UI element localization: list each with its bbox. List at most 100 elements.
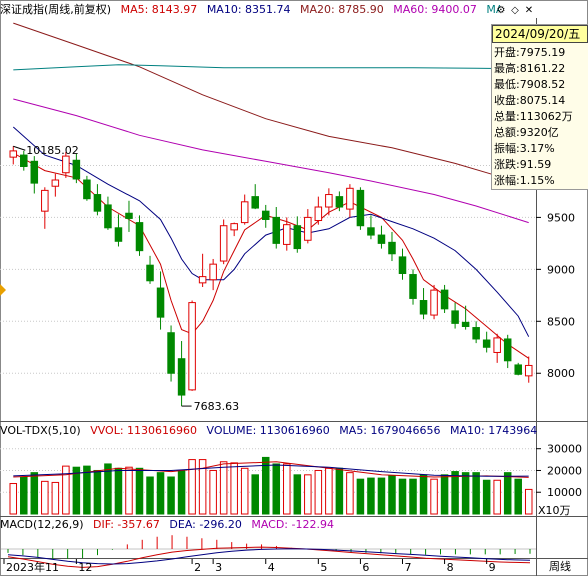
info-panel: 2024/09/20/五 开盘:7975.19 最高:8161.22 最低:7908… bbox=[491, 24, 588, 190]
macd-title: MACD(12,26,9) bbox=[0, 518, 84, 531]
volume-bar bbox=[461, 472, 470, 515]
candle-body bbox=[367, 227, 375, 236]
volume-bar bbox=[293, 474, 302, 515]
vvol-legend: VVOL: 1130616960 bbox=[90, 424, 198, 437]
candle-body bbox=[104, 204, 112, 229]
volume-bar bbox=[409, 478, 417, 515]
diamond-icon[interactable]: ◇ bbox=[511, 5, 519, 16]
candle bbox=[388, 231, 396, 262]
candle bbox=[198, 253, 207, 288]
candle-body bbox=[114, 227, 123, 242]
candle bbox=[41, 187, 49, 229]
candle-body bbox=[314, 206, 323, 222]
candle-body bbox=[356, 189, 365, 227]
volume-bar bbox=[188, 459, 196, 515]
candle-body bbox=[482, 339, 491, 348]
volume-bar bbox=[20, 476, 28, 515]
candle-body bbox=[125, 212, 133, 219]
candle-body bbox=[283, 224, 291, 245]
volume-bar bbox=[524, 488, 533, 515]
period-label[interactable]: 周线 bbox=[549, 560, 571, 573]
candle-body bbox=[9, 150, 18, 158]
x-tick-label: 7 bbox=[405, 561, 412, 574]
candle-body bbox=[514, 364, 522, 375]
volume-bar bbox=[83, 465, 91, 515]
candle-body bbox=[20, 154, 28, 167]
info-line: 收盘:8075.14 bbox=[494, 94, 566, 107]
volume-bar bbox=[30, 472, 39, 515]
volume-bar bbox=[198, 459, 207, 515]
x-tick-label: 9 bbox=[489, 561, 496, 574]
candle-body bbox=[388, 241, 396, 255]
candle-body bbox=[219, 225, 228, 262]
candle-body bbox=[524, 364, 533, 377]
candle-body bbox=[188, 302, 196, 391]
candle bbox=[51, 173, 60, 197]
high-annotation: 10185.02 bbox=[26, 144, 79, 157]
candle bbox=[125, 200, 133, 232]
candle bbox=[272, 207, 281, 249]
macd-line-dif bbox=[7, 546, 531, 568]
volume-legend-value: VOLUME: 1130616960 bbox=[206, 424, 330, 437]
candle bbox=[493, 333, 501, 363]
volume-bar bbox=[493, 479, 501, 515]
candle-body bbox=[230, 223, 238, 231]
candle bbox=[135, 215, 144, 256]
candle-body bbox=[335, 196, 344, 208]
x-tick-label: 6 bbox=[362, 561, 369, 574]
candle-body bbox=[451, 310, 459, 324]
volume-bar bbox=[377, 477, 386, 515]
volume-bar bbox=[51, 481, 60, 515]
x-tick-label: 5 bbox=[320, 561, 327, 574]
volume-bar bbox=[156, 472, 165, 515]
info-line: 总量:113062万 bbox=[494, 110, 573, 123]
high-marker-line bbox=[13, 145, 26, 151]
candle bbox=[261, 204, 270, 228]
volume-bar bbox=[440, 474, 449, 515]
info-line: 最高:8161.22 bbox=[494, 62, 566, 75]
low-annotation: 7683.63 bbox=[194, 400, 240, 413]
volume-bar bbox=[62, 465, 70, 515]
candle bbox=[514, 362, 522, 376]
x-tick-label: 4 bbox=[268, 561, 275, 574]
candle bbox=[251, 184, 259, 210]
candle bbox=[419, 288, 428, 320]
candle-body bbox=[83, 179, 91, 200]
dea-legend: DEA: -296.20 bbox=[169, 518, 242, 531]
y-tick-label: 9500 bbox=[547, 211, 575, 224]
x-tick-label: 2 bbox=[194, 561, 201, 574]
candle bbox=[524, 356, 533, 383]
macd-value-legend: MACD: -122.94 bbox=[251, 518, 334, 531]
candle-body bbox=[293, 225, 302, 250]
ma60-legend: MA60: 9400.07 bbox=[393, 3, 477, 16]
volume-bar bbox=[451, 471, 459, 515]
volume-bar bbox=[419, 474, 428, 515]
candle-body bbox=[493, 337, 501, 353]
candle bbox=[230, 222, 238, 237]
volume-bar bbox=[135, 467, 144, 515]
x-tick-label: 3 bbox=[215, 561, 222, 574]
candle bbox=[83, 175, 91, 201]
candle-body bbox=[461, 321, 470, 327]
info-line: 最低:7908.52 bbox=[494, 78, 566, 91]
close-icon[interactable]: ✕ bbox=[524, 5, 534, 16]
ma20-legend: MA20: 8785.90 bbox=[300, 3, 384, 16]
main-legend: 深证成指(周线,前复权) MA5: 8143.97 MA10: 8351.74 … bbox=[0, 2, 500, 18]
candle bbox=[482, 331, 491, 353]
candle bbox=[293, 216, 302, 253]
gear-icon[interactable]: ⚙ bbox=[496, 5, 506, 16]
candle bbox=[503, 334, 512, 369]
ma-line-ma bbox=[13, 64, 529, 71]
candle-body bbox=[419, 300, 428, 315]
volume-bar bbox=[304, 474, 312, 515]
candle bbox=[461, 305, 470, 330]
volume-bar bbox=[240, 467, 249, 515]
x-tick-label: 2023年11 bbox=[6, 560, 59, 574]
candle-body bbox=[209, 263, 217, 281]
candle-body bbox=[93, 194, 102, 212]
candle bbox=[93, 184, 102, 216]
candle-body bbox=[503, 338, 512, 362]
candle-body bbox=[261, 210, 270, 220]
candle bbox=[440, 284, 449, 313]
